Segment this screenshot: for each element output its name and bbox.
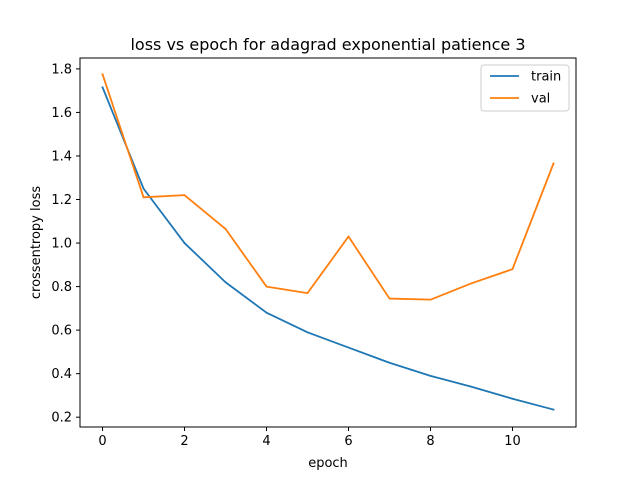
data-point-val <box>511 268 514 271</box>
legend: train val <box>480 64 570 112</box>
plot-area <box>101 73 555 411</box>
data-point-val <box>101 73 104 76</box>
x-tick-label: 2 <box>180 434 188 449</box>
legend-label-val: val <box>531 92 550 107</box>
x-axis-label: epoch <box>308 456 348 471</box>
legend-label-train: train <box>531 70 561 85</box>
data-point-train <box>101 86 104 89</box>
x-tick-label: 6 <box>344 434 352 449</box>
x-axis-ticks: 0 2 4 6 8 10 <box>98 427 521 449</box>
data-point-val <box>470 282 473 285</box>
y-tick-label: 0.2 <box>51 411 72 426</box>
data-point-val <box>429 298 432 301</box>
data-point-val <box>265 285 268 288</box>
data-point-train <box>183 242 186 244</box>
data-point-val <box>224 227 227 230</box>
series-line-train <box>101 86 555 411</box>
y-tick-label: 1.8 <box>51 62 72 77</box>
y-axis-ticks: 0.2 0.4 0.6 0.8 1.0 1.2 1.4 1.6 1.8 <box>51 62 80 426</box>
y-tick-label: 1.4 <box>51 149 72 164</box>
x-tick-label: 4 <box>262 434 270 449</box>
data-point-train <box>470 385 473 388</box>
y-tick-label: 0.4 <box>51 367 72 382</box>
y-tick-label: 0.8 <box>51 280 72 295</box>
data-point-val <box>183 194 186 197</box>
data-point-train <box>511 397 514 400</box>
y-axis-label: crossentropy loss <box>29 186 44 299</box>
data-point-val <box>347 235 350 238</box>
axes-frame <box>79 57 577 428</box>
data-point-val <box>552 162 555 165</box>
data-point-train <box>552 408 555 411</box>
y-tick-label: 0.6 <box>51 324 72 339</box>
x-tick-label: 10 <box>504 434 521 449</box>
y-tick-label: 1.6 <box>51 106 72 121</box>
data-point-val <box>306 292 309 295</box>
data-point-val <box>142 196 145 199</box>
data-point-train <box>388 361 391 364</box>
data-point-train <box>306 331 309 334</box>
y-tick-label: 1.0 <box>51 237 72 252</box>
y-tick-label: 1.2 <box>51 193 72 208</box>
data-point-val <box>388 297 391 300</box>
data-point-train <box>265 311 268 314</box>
data-point-train <box>142 187 145 190</box>
x-tick-label: 0 <box>98 434 106 449</box>
x-tick-label: 8 <box>426 434 434 449</box>
chart-title: loss vs epoch for adagrad exponential pa… <box>130 35 525 54</box>
data-point-train <box>347 346 350 349</box>
data-point-train <box>429 374 432 377</box>
series-line-val <box>101 73 555 301</box>
data-point-train <box>224 281 227 284</box>
